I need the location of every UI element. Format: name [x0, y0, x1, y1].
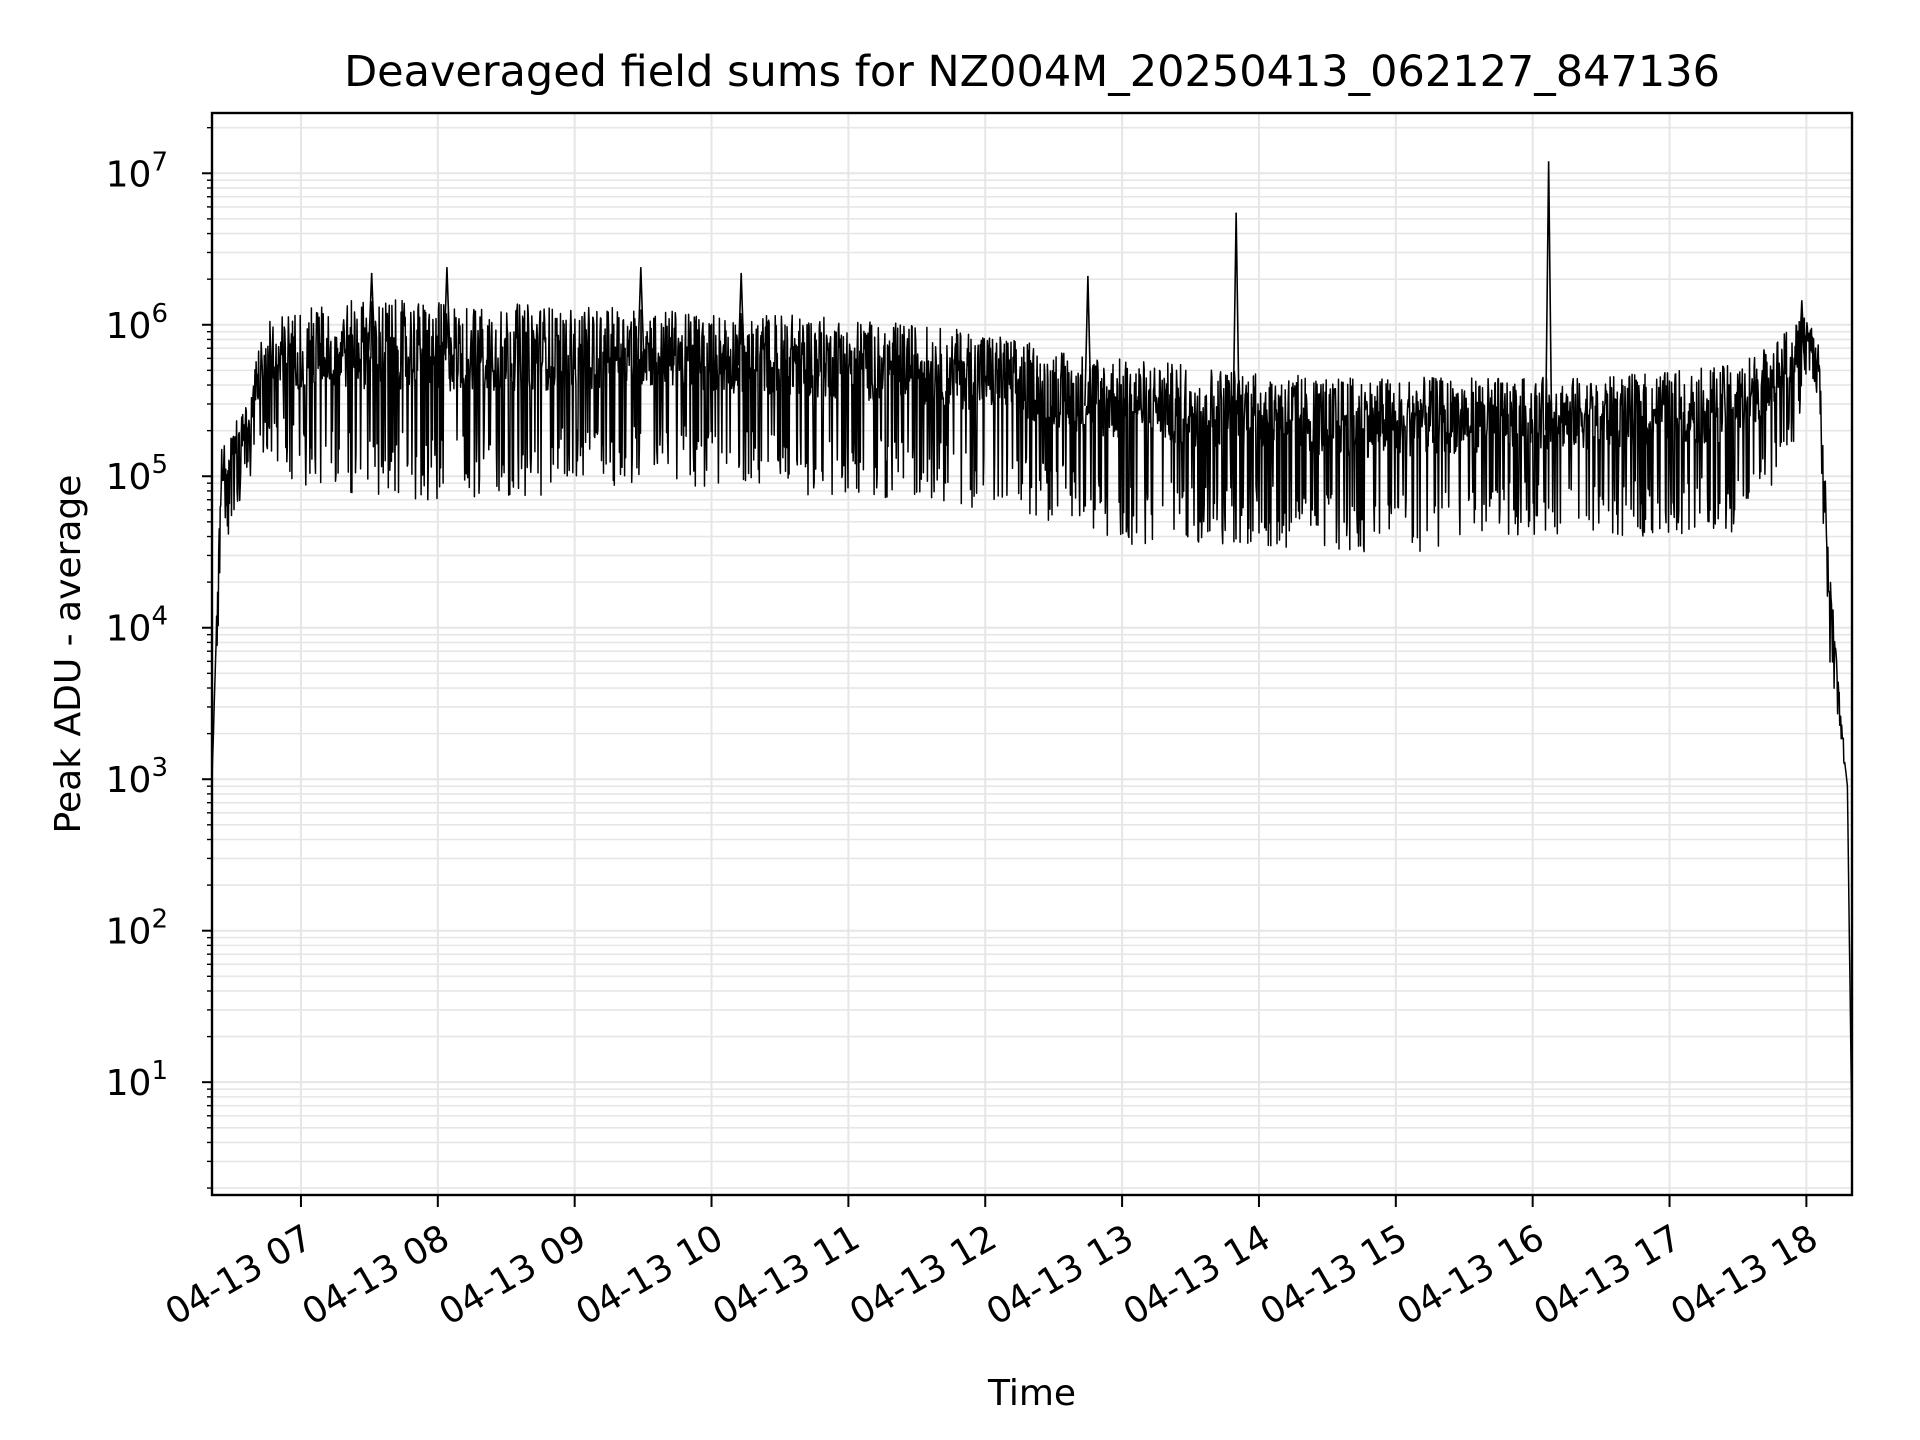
spike-mark	[637, 267, 645, 361]
y-axis: 101 102 103 104 105 106 107	[106, 126, 212, 1189]
y-axis-label: Peak ADU - average	[48, 475, 89, 834]
spike-mark	[1232, 212, 1240, 421]
chart-title: Deaveraged field sums for NZ004M_2025041…	[344, 47, 1720, 97]
spike-mark	[443, 267, 451, 356]
y-tick-label: 102	[106, 905, 168, 953]
x-axis-label: Time	[987, 1373, 1076, 1414]
spike-mark	[1798, 300, 1806, 371]
spike-mark	[1544, 161, 1553, 430]
spikes	[367, 161, 1806, 430]
series-trace	[211, 299, 1853, 1143]
y-tick-label: 101	[106, 1056, 168, 1104]
spike-mark	[737, 272, 745, 366]
series-layer	[211, 161, 1853, 1143]
y-tick-label: 107	[106, 147, 168, 195]
plot-frame	[210, 111, 1854, 1197]
y-tick-label: 103	[106, 753, 168, 801]
spike-mark	[1084, 275, 1092, 406]
y-tick-label: 104	[106, 602, 168, 650]
spike-mark	[367, 272, 376, 351]
y-tick-label: 105	[106, 450, 168, 498]
y-tick-label: 106	[106, 299, 168, 347]
grid	[212, 113, 1852, 1195]
